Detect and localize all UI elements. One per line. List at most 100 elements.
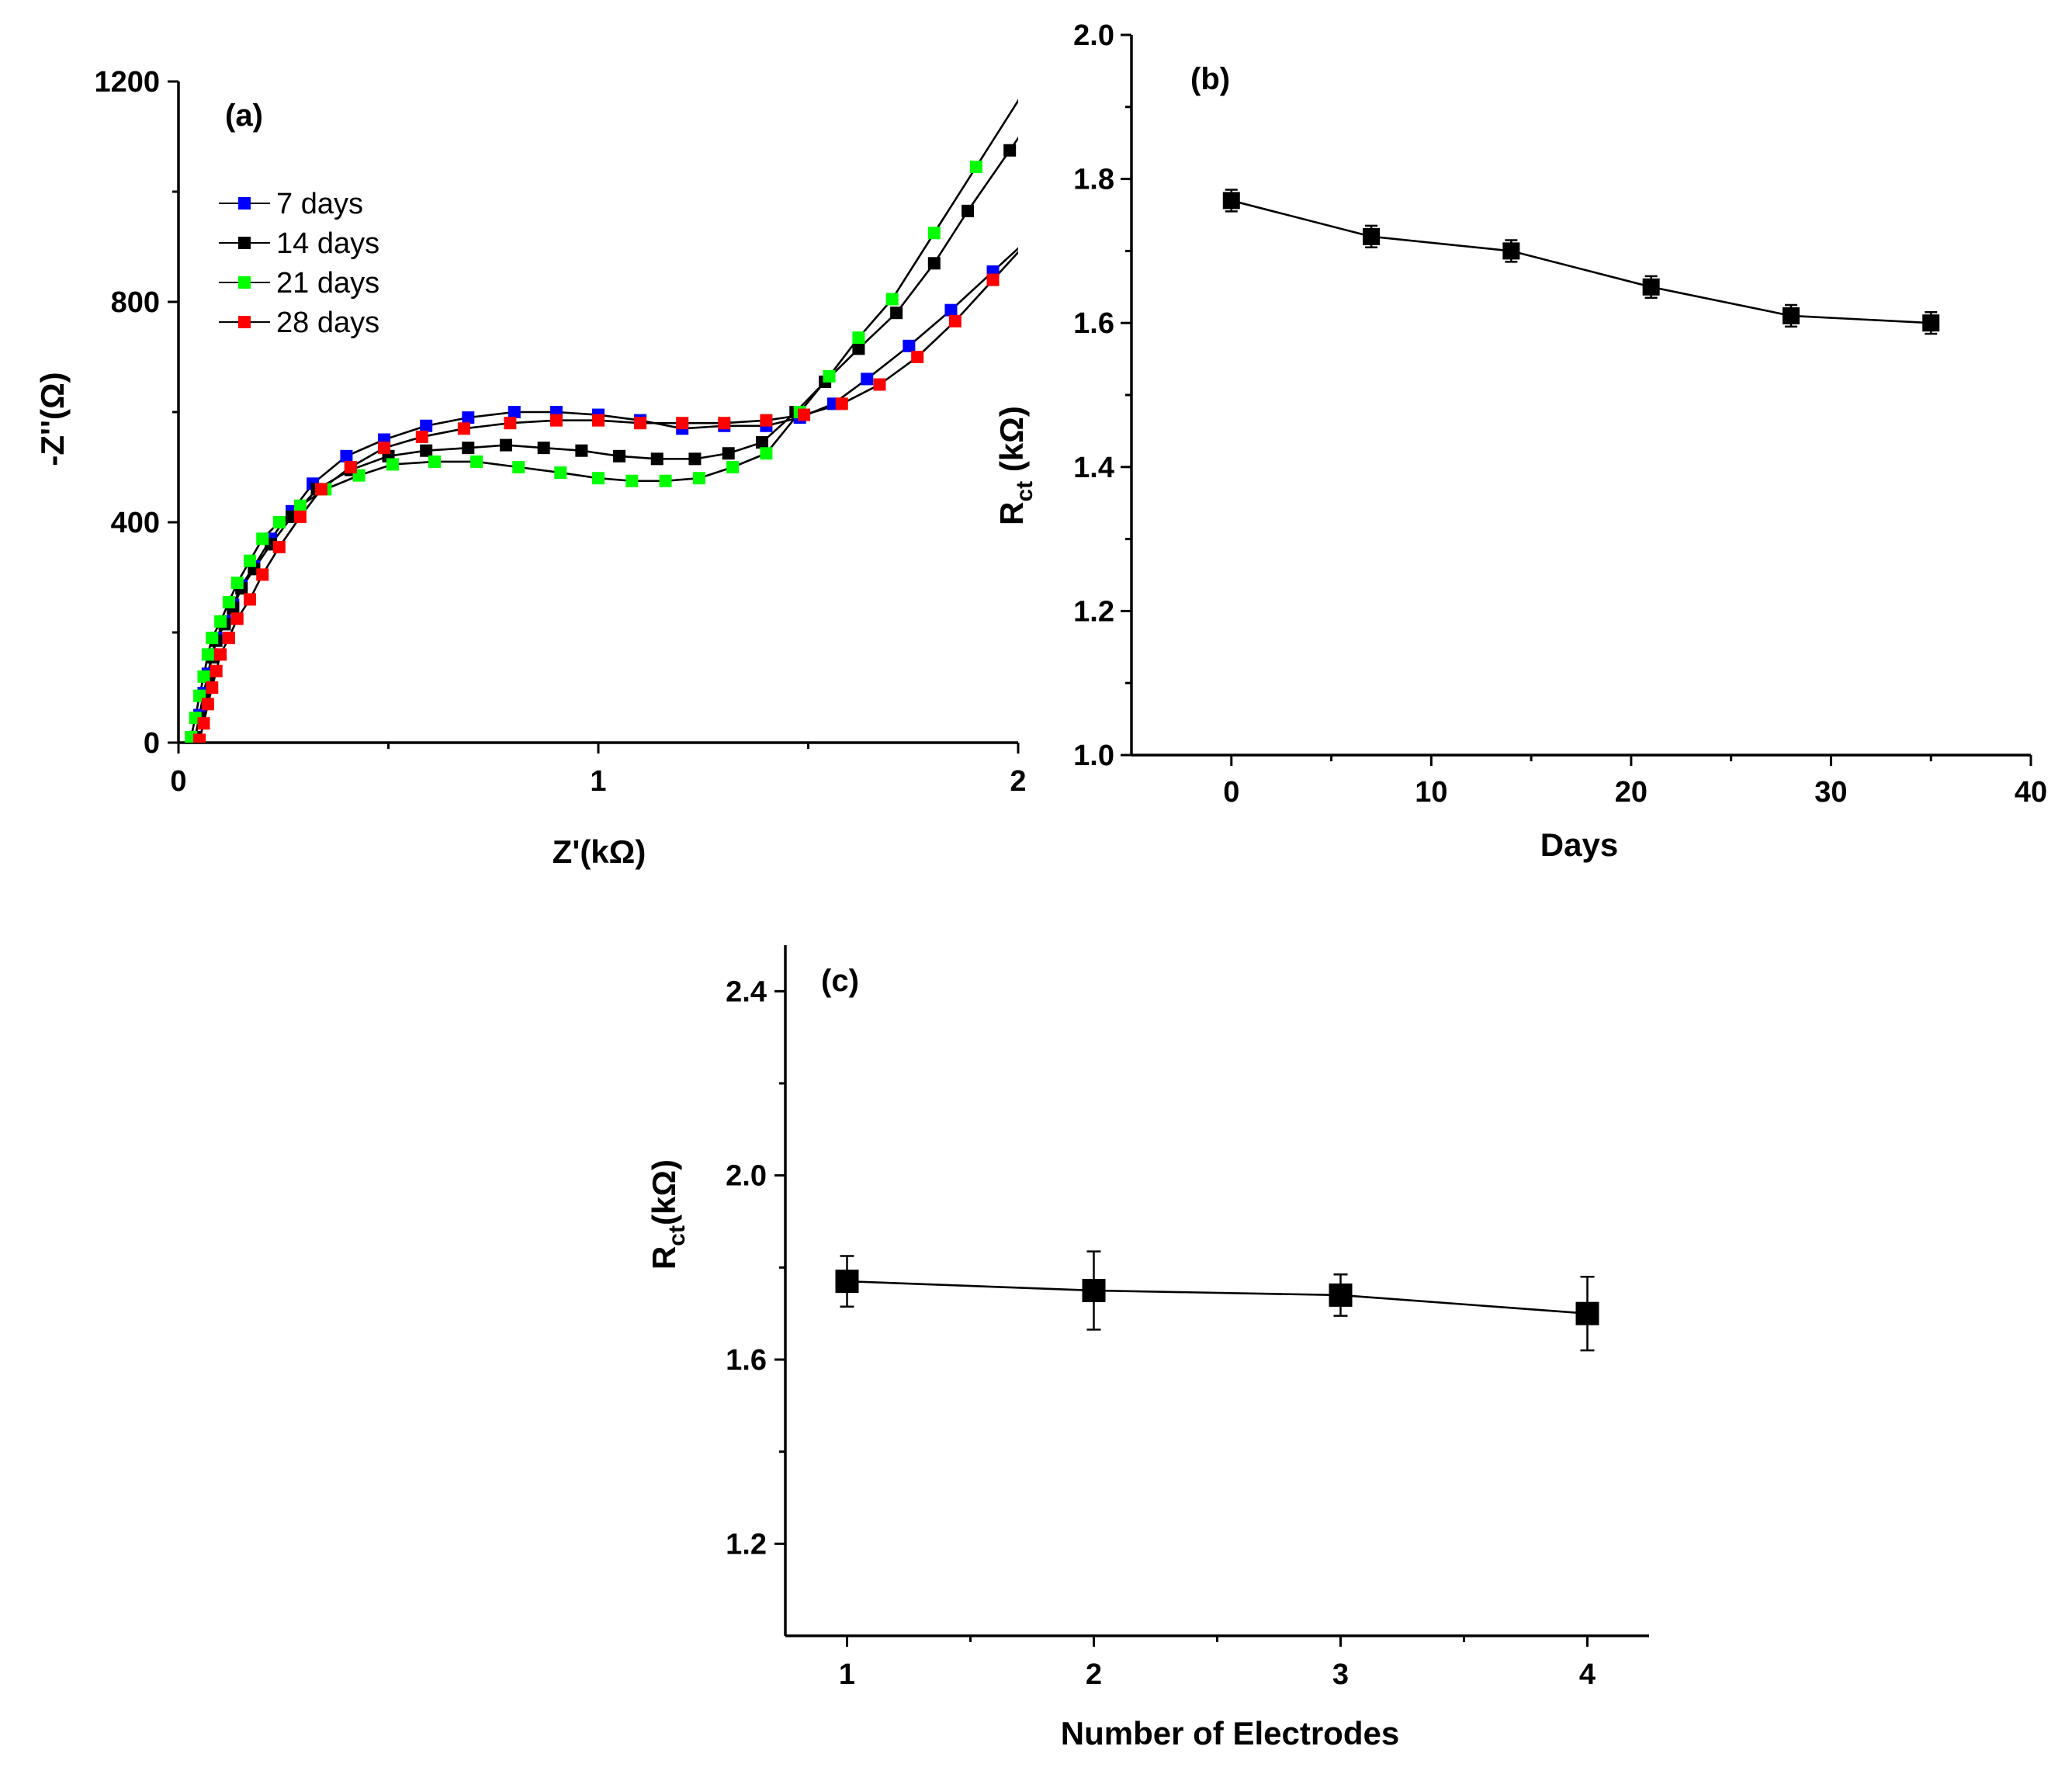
panel-c-x-tick-label: 1 bbox=[839, 1658, 855, 1691]
panel-c-y-label-main: R bbox=[646, 1246, 682, 1270]
panel-a-point-28-days bbox=[206, 681, 219, 694]
panel-a-point-7-days bbox=[420, 419, 433, 432]
panel-b-y-tick-label: 1.2 bbox=[1073, 595, 1114, 628]
panel-a-point-14-days bbox=[927, 257, 941, 270]
panel-a-x-tick-label: 1 bbox=[590, 765, 606, 798]
panel-a-point-21-days bbox=[206, 632, 219, 645]
panel-b-y-tick-label: 1.8 bbox=[1073, 164, 1114, 196]
panel-a-point-28-days bbox=[676, 417, 689, 430]
panel-a-point-21-days bbox=[852, 331, 865, 345]
panel-a-point-21-days bbox=[692, 472, 705, 485]
panel-b-point bbox=[1222, 192, 1240, 210]
panel-a-point-7-days bbox=[944, 303, 958, 317]
panel-c-x-tick-label: 4 bbox=[1579, 1658, 1596, 1691]
panel-b-x-tick-label: 10 bbox=[1415, 776, 1447, 809]
panel-a-point-14-days bbox=[462, 442, 475, 455]
panel-a-point-28-days bbox=[201, 698, 214, 711]
panel-c-series-line bbox=[847, 1280, 1588, 1315]
panel-b-rct-vs-days: (b) Days Rct (kΩ) 0 10 20 30 40 1.0 1.2 1.4 1.6 1… bbox=[993, 19, 2047, 863]
panel-b-point bbox=[1363, 227, 1381, 245]
panel-a-point-14-days bbox=[499, 438, 512, 452]
panel-a-legend-label: 21 days bbox=[276, 267, 379, 300]
panel-a-point-28-days bbox=[293, 510, 307, 523]
panel-c-y-label-unit: (kΩ) bbox=[646, 1159, 682, 1225]
panel-a-point-7-days bbox=[340, 449, 353, 463]
panel-a-label: (a) bbox=[225, 99, 263, 133]
panel-c-y-tick-label: 1.6 bbox=[726, 1344, 767, 1377]
panel-b-label: (b) bbox=[1190, 62, 1230, 96]
panel-a-point-28-days bbox=[718, 417, 731, 430]
panel-a-point-28-days bbox=[197, 717, 210, 730]
panel-a-point-28-days bbox=[911, 351, 924, 363]
panel-a-legend-label: 28 days bbox=[276, 307, 379, 339]
panel-b-x-tick-label: 0 bbox=[1223, 776, 1239, 809]
panel-c-label: (c) bbox=[821, 964, 859, 998]
panel-c-point bbox=[1329, 1283, 1353, 1307]
panel-a-point-28-days bbox=[835, 397, 848, 411]
panel-c-y-tick-label: 2.0 bbox=[726, 1160, 767, 1193]
panel-a-point-14-days bbox=[575, 444, 588, 457]
panel-b-point bbox=[1782, 307, 1800, 324]
panel-a-point-14-days bbox=[755, 436, 768, 449]
panel-a-plot-area bbox=[185, 99, 1018, 743]
panel-a-legend-marker bbox=[238, 197, 251, 210]
panel-a-impedance-plot: (a) Z'(kΩ) -Z''(Ω) 0 1 2 0 400 800 1200 7 days 1… bbox=[34, 66, 1027, 870]
panel-a-point-14-days bbox=[962, 204, 975, 217]
panel-a-y-tick-label: 400 bbox=[111, 507, 160, 539]
panel-a-x-axis-label: Z'(kΩ) bbox=[553, 833, 646, 870]
panel-a-point-21-days bbox=[554, 466, 567, 480]
panel-a-point-21-days bbox=[243, 554, 256, 567]
panel-a-point-28-days bbox=[193, 733, 206, 743]
panel-a-point-28-days bbox=[760, 414, 773, 427]
panel-b-x-tick-label: 30 bbox=[1814, 776, 1847, 809]
panel-b-y-tick-label: 1.4 bbox=[1073, 452, 1114, 484]
panel-a-point-7-days bbox=[903, 339, 916, 352]
panel-a-point-21-days bbox=[428, 455, 442, 468]
panel-b-point bbox=[1922, 314, 1940, 332]
panel-a-point-21-days bbox=[969, 161, 982, 174]
panel-a-point-28-days bbox=[256, 568, 269, 581]
panel-a-legend-marker bbox=[238, 276, 251, 289]
panel-a-series-line-7-days bbox=[194, 247, 1018, 738]
panel-b-y-label-main: R bbox=[993, 502, 1030, 525]
panel-a-point-28-days bbox=[873, 378, 886, 391]
panel-a-point-7-days bbox=[508, 406, 521, 418]
panel-a-point-21-days bbox=[201, 648, 214, 661]
panel-a-point-28-days bbox=[230, 612, 244, 625]
panel-a-y-axis-label: -Z''(Ω) bbox=[34, 372, 71, 466]
panel-a-point-28-days bbox=[549, 414, 563, 427]
panel-c-point bbox=[835, 1270, 859, 1294]
panel-a-point-28-days bbox=[214, 648, 227, 661]
panel-a-point-28-days bbox=[948, 314, 962, 327]
panel-a-point-14-days bbox=[852, 342, 865, 355]
panel-a-series-line-21-days bbox=[189, 99, 1018, 738]
panel-c-rct-vs-electrodes: (c) Number of Electrodes Rct(kΩ) 1 2 3 4 1.2… bbox=[646, 945, 1649, 1751]
panel-c-x-tick-label: 3 bbox=[1332, 1658, 1349, 1691]
panel-a-point-28-days bbox=[592, 414, 605, 427]
panel-a-point-7-days bbox=[462, 411, 475, 424]
panel-b-y-tick-label: 1.0 bbox=[1073, 740, 1114, 772]
panel-b-y-axis-label: Rct (kΩ) bbox=[993, 406, 1038, 525]
panel-a-point-21-days bbox=[592, 472, 605, 485]
panel-a-point-28-days bbox=[634, 417, 647, 430]
panel-a-x-tick-label: 2 bbox=[1010, 765, 1026, 798]
panel-a-point-21-days bbox=[726, 461, 740, 473]
panel-a-point-28-days bbox=[378, 442, 391, 455]
panel-b-y-tick-label: 1.6 bbox=[1073, 307, 1114, 340]
panel-a-point-21-days bbox=[214, 615, 227, 628]
panel-a-point-14-days bbox=[420, 444, 433, 457]
panel-a-x-tick-label: 0 bbox=[170, 765, 186, 798]
panel-a-point-28-days bbox=[415, 430, 428, 443]
panel-a-legend-label: 7 days bbox=[276, 188, 363, 220]
panel-a-point-21-days bbox=[512, 461, 525, 473]
panel-b-point bbox=[1642, 278, 1660, 296]
panel-a-point-21-days bbox=[230, 577, 244, 590]
panel-a-point-28-days bbox=[986, 273, 1000, 286]
panel-a-point-21-days bbox=[386, 458, 399, 471]
panel-a-point-21-days bbox=[625, 474, 639, 487]
panel-a-point-21-days bbox=[760, 447, 773, 460]
panel-a-series-line-14-days bbox=[194, 136, 1018, 738]
panel-a-legend-marker bbox=[238, 316, 251, 328]
panel-a-point-21-days bbox=[823, 369, 836, 383]
panel-a-point-14-days bbox=[537, 442, 550, 455]
